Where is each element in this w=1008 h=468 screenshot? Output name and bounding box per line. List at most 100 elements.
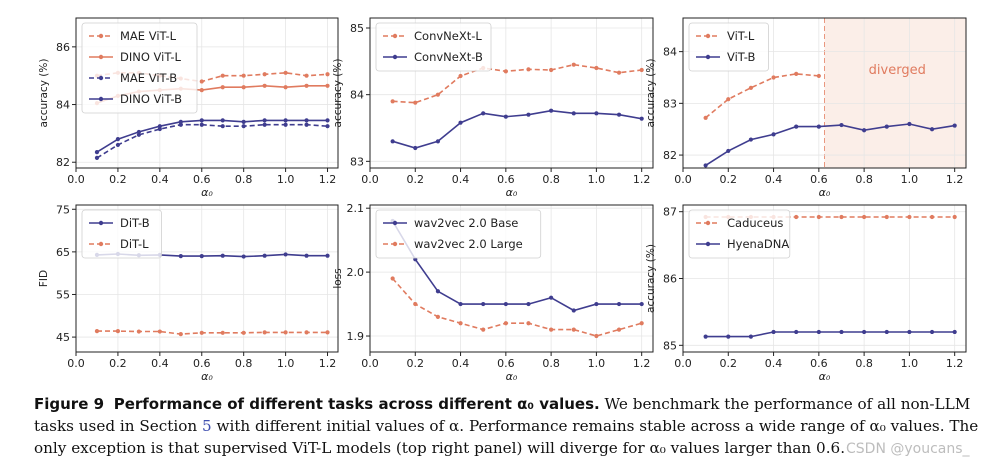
x-axis-label: α₀	[506, 186, 518, 199]
data-point	[458, 321, 463, 326]
series-line-vit-b	[705, 123, 955, 167]
caption-text-part2: with different initial values of α. Perf…	[34, 417, 979, 457]
legend-swatch-marker	[705, 220, 711, 226]
data-point	[325, 253, 330, 258]
y-tick-label: 83	[350, 155, 364, 168]
data-point	[839, 214, 844, 220]
x-tick-label: 1.0	[277, 357, 295, 370]
y-tick-label: 86	[56, 41, 70, 54]
data-point	[503, 69, 508, 74]
data-point	[526, 112, 531, 117]
data-point	[199, 118, 204, 123]
x-tick-label: 0.2	[407, 173, 425, 186]
data-point	[862, 329, 867, 335]
data-point	[526, 321, 531, 326]
chart-panel-p5: 0.0 0.2 0.4 0.6 0.8 1.0 1.2 1.9 2.0 2.1 α₀ loss wav2…	[332, 202, 654, 383]
data-point	[304, 122, 309, 127]
legend-entry-label: ViT-L	[727, 29, 755, 43]
figure-9-charts: 0.0 0.2 0.4 0.6 0.8 1.0 1.2 82 84 86 α₀ accuracy (%…	[38, 17, 967, 383]
y-tick-label: 75	[56, 203, 70, 216]
x-tick-label: 0.2	[720, 357, 738, 370]
legend-swatch-marker	[98, 75, 104, 81]
legend-entry-label: DiT-B	[120, 216, 150, 230]
chart-panel-p6: 0.0 0.2 0.4 0.6 0.8 1.0 1.2 85 86 87 α₀ accuracy (%…	[645, 204, 967, 383]
y-axis-label: accuracy (%)	[645, 59, 657, 128]
legend-entry-label: MAE ViT-L	[120, 29, 177, 43]
y-tick-label: 83	[663, 97, 677, 110]
series-line-wav2vec-2-0-large	[392, 277, 642, 337]
data-point	[794, 71, 799, 76]
legend-entry-label: HyenaDNA	[727, 237, 789, 251]
data-point	[481, 111, 486, 116]
chart-panel-p2: 0.0 0.2 0.4 0.6 0.8 1.0 1.2 83 84 85 α₀ accuracy (%…	[332, 17, 654, 199]
legend-swatch-marker	[98, 220, 104, 226]
data-point	[390, 139, 395, 144]
data-point	[816, 124, 821, 129]
series-line-convnext-l	[392, 63, 642, 104]
data-point	[435, 139, 441, 144]
data-point	[616, 327, 622, 332]
data-point	[458, 73, 463, 79]
data-point	[115, 329, 121, 334]
legend-swatch-marker	[705, 54, 711, 60]
data-point	[136, 132, 141, 137]
x-tick-label: 0.0	[67, 173, 85, 186]
legend-entry-label: DINO ViT-L	[120, 50, 181, 64]
data-point	[220, 124, 225, 129]
data-point	[199, 88, 204, 93]
data-point	[794, 329, 799, 335]
y-axis-label: loss	[332, 268, 344, 288]
data-point	[571, 111, 576, 116]
data-point	[262, 118, 267, 123]
legend-box	[688, 209, 791, 259]
data-point	[94, 150, 100, 155]
series-line-mae-vit-l	[96, 71, 328, 83]
chart-panel-p3: diverged 0.0 0.2 0.4 0.6 0.8 1.0 1.2 82 83 84 α₀ acc…	[645, 17, 967, 199]
data-point	[283, 70, 288, 75]
data-point	[304, 253, 309, 258]
data-point	[703, 115, 708, 120]
y-tick-label: 45	[56, 331, 70, 344]
data-point	[571, 62, 576, 67]
legend-entry-label: wav2vec 2.0 Base	[414, 216, 518, 230]
x-tick-label: 0.8	[542, 173, 560, 186]
data-point	[639, 67, 644, 73]
axes-frame	[682, 17, 967, 169]
data-point	[220, 330, 225, 335]
x-tick-label: 0.6	[193, 173, 211, 186]
y-tick-label: 84	[56, 99, 70, 112]
data-point	[241, 119, 246, 124]
x-tick-label: 0.6	[810, 357, 828, 370]
data-point	[325, 83, 330, 88]
y-tick-label: 2.1	[347, 202, 365, 215]
data-point	[199, 330, 204, 335]
data-point	[157, 124, 162, 129]
data-point	[178, 119, 183, 124]
data-point	[571, 327, 576, 332]
data-point	[816, 214, 821, 220]
series-line-convnext-b	[392, 109, 642, 149]
data-point	[794, 124, 799, 129]
data-point	[283, 252, 288, 257]
legend-entry-label: MAE ViT-B	[120, 71, 177, 85]
data-point	[94, 329, 100, 334]
data-point	[283, 330, 288, 335]
axes-frame	[75, 204, 339, 353]
x-tick-label: 0.0	[361, 357, 379, 370]
caption-figure-label: Figure 9	[34, 395, 105, 413]
caption-section-link[interactable]: 5	[201, 417, 212, 435]
diverged-region	[824, 18, 966, 168]
data-point	[157, 126, 162, 132]
legend-swatch-marker	[392, 241, 398, 247]
x-axis-label: α₀	[819, 186, 831, 199]
data-point	[594, 301, 599, 307]
x-tick-label: 0.4	[765, 357, 783, 370]
data-point	[435, 314, 441, 319]
series-line-mae-vit-b	[96, 123, 328, 159]
data-point	[884, 124, 889, 129]
data-point	[304, 73, 309, 78]
data-point	[594, 333, 599, 339]
data-point	[178, 122, 183, 127]
data-point	[907, 329, 912, 335]
data-point	[115, 137, 121, 142]
